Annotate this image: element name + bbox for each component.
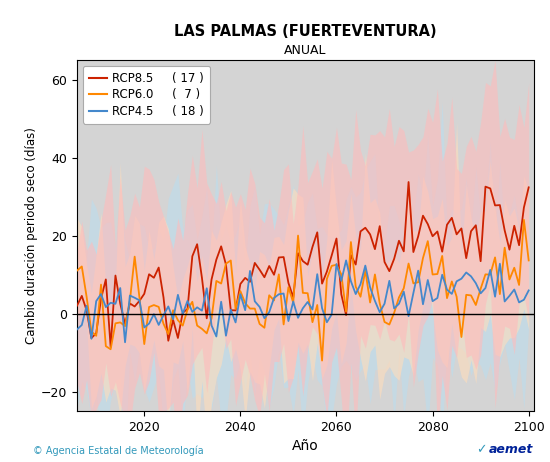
X-axis label: Año: Año bbox=[292, 439, 318, 454]
Text: ANUAL: ANUAL bbox=[284, 43, 327, 56]
Text: LAS PALMAS (FUERTEVENTURA): LAS PALMAS (FUERTEVENTURA) bbox=[174, 24, 437, 39]
Text: © Agencia Estatal de Meteorología: © Agencia Estatal de Meteorología bbox=[33, 446, 204, 456]
Y-axis label: Cambio duración periodo seco (días): Cambio duración periodo seco (días) bbox=[25, 127, 38, 344]
Text: aemet: aemet bbox=[489, 444, 534, 456]
Legend: RCP8.5     ( 17 ), RCP6.0     (  7 ), RCP4.5     ( 18 ): RCP8.5 ( 17 ), RCP6.0 ( 7 ), RCP4.5 ( 18… bbox=[83, 66, 210, 124]
Text: ✓: ✓ bbox=[476, 444, 487, 456]
